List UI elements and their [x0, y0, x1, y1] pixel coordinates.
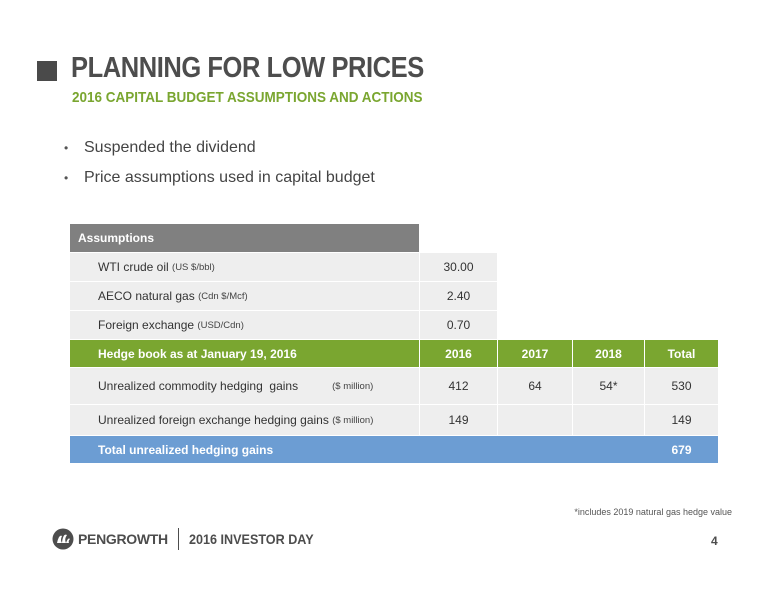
assumption-label: WTI crude oil (US $/bbl) — [70, 253, 420, 281]
total-value: 679 — [645, 436, 719, 463]
hedge-value: 149 — [645, 405, 719, 435]
table-row: WTI crude oil (US $/bbl) 30.00 — [70, 253, 498, 281]
footnote: *includes 2019 natural gas hedge value — [574, 507, 732, 517]
total-row: Total unrealized hedging gains 679 — [70, 436, 719, 463]
hedge-header-label: Hedge book as at January 19, 2016 — [70, 340, 420, 367]
assumption-value: 2.40 — [420, 282, 498, 310]
page-title: PLANNING FOR LOW PRICES — [71, 52, 424, 84]
assumption-value: 30.00 — [420, 253, 498, 281]
company-logo-text: PENGROWTH — [78, 531, 168, 547]
table-row: AECO natural gas (Cdn $/Mcf) 2.40 — [70, 282, 498, 310]
page-number: 4 — [711, 534, 718, 548]
bullet-icon: • — [64, 141, 69, 155]
list-item: • Price assumptions used in capital budg… — [64, 163, 375, 193]
assumption-unit: (US $/bbl) — [172, 261, 215, 273]
bullet-text: Price assumptions used in capital budget — [84, 169, 375, 186]
hedge-row-label: Unrealized commodity hedging gains ($ mil… — [70, 368, 420, 404]
table-row: Foreign exchange (USD/Cdn) 0.70 — [70, 311, 498, 339]
hedge-col-total: Total — [645, 340, 719, 367]
bullet-icon: • — [64, 171, 69, 185]
event-name: 2016 INVESTOR DAY — [188, 531, 314, 547]
title-square-icon — [37, 61, 57, 81]
hedge-value: 412 — [420, 368, 498, 404]
bullet-text: Suspended the dividend — [84, 139, 256, 156]
page-subtitle: 2016 CAPITAL BUDGET ASSUMPTIONS AND ACTI… — [72, 89, 423, 106]
assumptions-header: Assumptions — [70, 224, 420, 252]
bullet-list: • Suspended the dividend • Price assumpt… — [64, 133, 375, 193]
hedge-value — [573, 405, 645, 435]
assumption-name: AECO natural gas — [98, 289, 195, 303]
hedge-row-label: Unrealized foreign exchange hedging gain… — [70, 405, 420, 435]
list-item: • Suspended the dividend — [64, 133, 375, 163]
hedge-value: 149 — [420, 405, 498, 435]
assumption-name: WTI crude oil — [98, 260, 169, 274]
hedge-row-name: Unrealized commodity hedging gains — [98, 379, 299, 393]
assumption-value: 0.70 — [420, 311, 498, 339]
table-row: Unrealized foreign exchange hedging gain… — [70, 405, 719, 435]
footer: PENGROWTH 2016 INVESTOR DAY — [52, 528, 327, 550]
pengrowth-logo-icon — [52, 528, 74, 550]
hedge-value: 530 — [645, 368, 719, 404]
table-row: Unrealized commodity hedging gains ($ mil… — [70, 368, 719, 404]
assumption-label: Foreign exchange (USD/Cdn) — [70, 311, 420, 339]
assumption-label: AECO natural gas (Cdn $/Mcf) — [70, 282, 420, 310]
hedge-col-2016: 2016 — [420, 340, 498, 367]
assumption-name: Foreign exchange — [98, 318, 195, 332]
hedge-value: 64 — [498, 368, 573, 404]
hedge-row-unit: ($ million) — [332, 414, 374, 426]
total-spacer — [420, 436, 645, 463]
hedge-col-2017: 2017 — [498, 340, 573, 367]
hedge-header-row: Hedge book as at January 19, 2016 2016 2… — [70, 340, 719, 367]
hedge-value: 54* — [573, 368, 645, 404]
hedge-value — [498, 405, 573, 435]
hedge-row-name: Unrealized foreign exchange hedging gain… — [98, 413, 329, 427]
table-header-row: Assumptions — [70, 224, 420, 252]
assumption-unit: (USD/Cdn) — [197, 319, 244, 331]
total-label: Total unrealized hedging gains — [70, 436, 420, 463]
assumption-unit: (Cdn $/Mcf) — [198, 290, 248, 302]
footer-divider — [177, 528, 179, 550]
hedge-row-unit: ($ million) — [332, 380, 374, 392]
hedge-col-2018: 2018 — [573, 340, 645, 367]
